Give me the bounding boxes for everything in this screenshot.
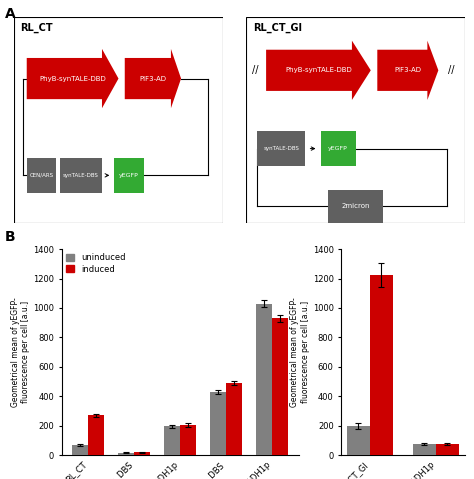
Bar xyxy=(118,453,134,455)
Legend: uninduced, induced: uninduced, induced xyxy=(66,253,125,274)
Polygon shape xyxy=(125,49,181,108)
Text: PIF3-AD: PIF3-AD xyxy=(139,76,166,81)
Text: PhyB-synTALE-DBD: PhyB-synTALE-DBD xyxy=(39,76,106,81)
Bar xyxy=(436,444,459,455)
Text: yEGFP: yEGFP xyxy=(328,146,348,151)
Bar xyxy=(89,415,104,455)
Text: PhyB-synTALE-DBD: PhyB-synTALE-DBD xyxy=(285,68,352,73)
Text: RL_CT: RL_CT xyxy=(20,23,53,33)
Bar xyxy=(60,158,102,193)
Text: synTALE-DBS: synTALE-DBS xyxy=(264,146,299,151)
Polygon shape xyxy=(266,41,371,100)
Bar xyxy=(164,426,180,455)
Bar xyxy=(210,392,226,455)
Text: //: // xyxy=(448,65,455,75)
Bar xyxy=(272,318,288,455)
Bar xyxy=(27,158,56,193)
Bar xyxy=(320,131,356,166)
Bar xyxy=(328,190,383,223)
Text: B: B xyxy=(5,230,15,244)
Bar xyxy=(134,452,150,455)
Text: synTALE-DBS: synTALE-DBS xyxy=(63,173,99,178)
Y-axis label: Geometrical mean of yEGFP-
fluorescence per cell [a.u.]: Geometrical mean of yEGFP- fluorescence … xyxy=(291,297,310,407)
Text: 2micron: 2micron xyxy=(341,203,370,209)
Bar xyxy=(226,383,242,455)
Bar xyxy=(256,304,272,455)
Bar xyxy=(347,426,370,455)
Text: PIF3-AD: PIF3-AD xyxy=(394,68,421,73)
Bar xyxy=(257,131,305,166)
Text: A: A xyxy=(5,7,16,21)
Polygon shape xyxy=(27,49,118,108)
Bar xyxy=(73,445,89,455)
Bar xyxy=(413,444,436,455)
Text: yEGFP: yEGFP xyxy=(119,173,139,178)
Y-axis label: Geometrical mean of yEGFP-
fluorescence per cell [a.u.]: Geometrical mean of yEGFP- fluorescence … xyxy=(11,297,30,407)
Bar xyxy=(180,425,196,455)
Text: CEN/ARS: CEN/ARS xyxy=(29,173,54,178)
Bar xyxy=(114,158,144,193)
Bar xyxy=(370,275,393,455)
Polygon shape xyxy=(377,41,438,100)
Text: //: // xyxy=(252,65,258,75)
Text: RL_CT_GI: RL_CT_GI xyxy=(253,23,302,33)
